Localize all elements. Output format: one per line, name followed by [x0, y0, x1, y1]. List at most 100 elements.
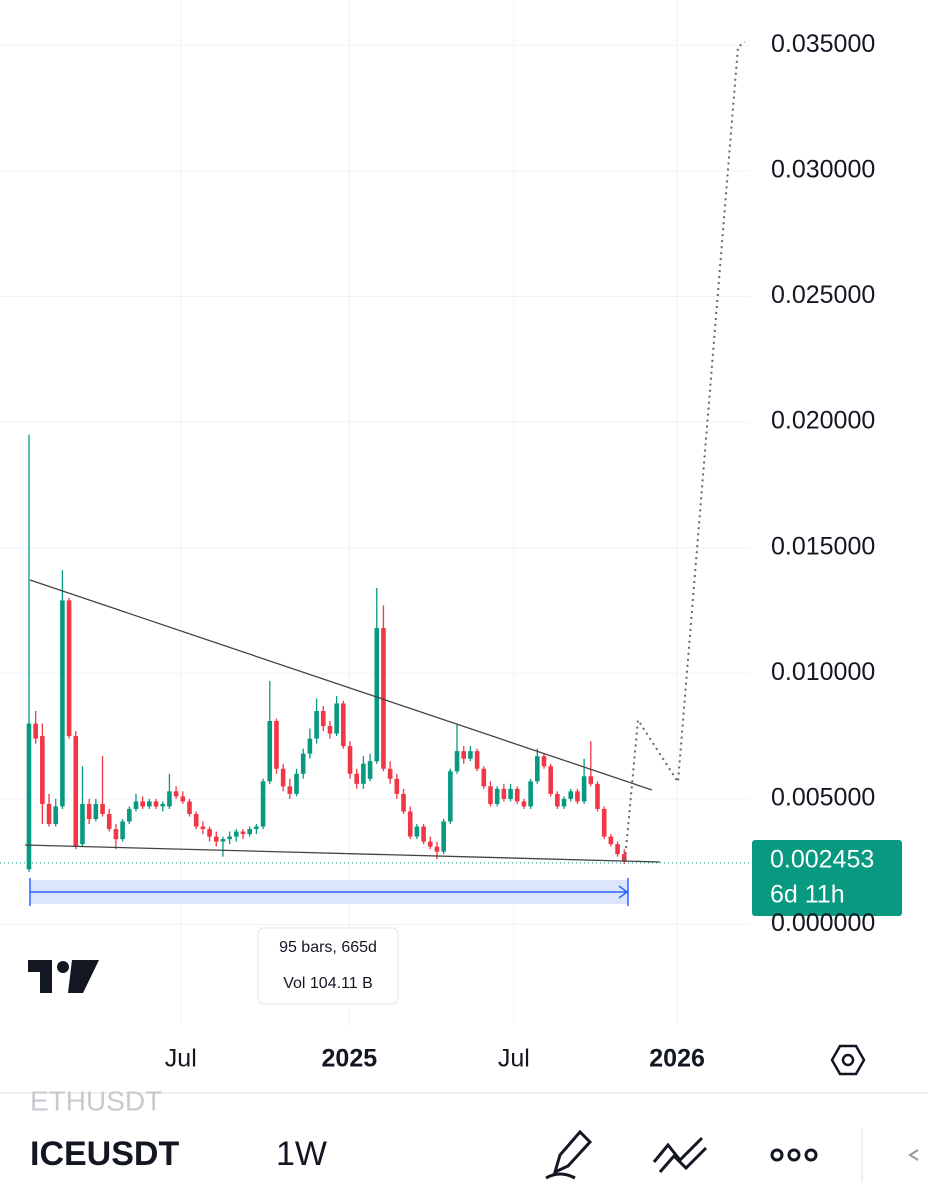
settings-button[interactable]: [830, 1044, 866, 1076]
candle-body: [441, 821, 446, 852]
prev-symbol[interactable]: ETHUSDT: [30, 1085, 162, 1116]
candle-body: [474, 751, 480, 769]
candle-body: [347, 746, 353, 774]
candle-body: [454, 751, 460, 772]
trendline: [24, 844, 661, 863]
candle-body: [575, 791, 580, 802]
candle-body: [193, 813, 199, 827]
candle-body: [394, 778, 400, 794]
candle-body: [140, 801, 145, 807]
candle-body: [568, 791, 574, 799]
candle-body: [561, 798, 567, 807]
candle-body: [407, 811, 413, 837]
candle-body: [514, 788, 520, 802]
candle-body: [528, 781, 533, 807]
candle-body: [247, 829, 252, 835]
candle-body: [40, 736, 45, 804]
candle-body: [227, 836, 232, 840]
candle-body: [260, 781, 266, 827]
candle-body: [53, 806, 59, 825]
candle-body: [93, 803, 99, 819]
indicators-button[interactable]: [652, 1136, 708, 1173]
candle-body: [501, 788, 507, 799]
info-box: [257, 927, 399, 1005]
grid: [0, 0, 750, 1025]
candle-body: [535, 756, 540, 782]
candle-body: [387, 768, 393, 779]
x-tick-label: Jul: [498, 1045, 530, 1073]
candle-body: [481, 768, 487, 787]
candle-body: [601, 808, 607, 837]
y-tick-label: 0.010000: [771, 658, 875, 686]
candle-body: [133, 801, 139, 809]
candle-body: [86, 803, 92, 819]
y-tick-label: 0.025000: [771, 281, 875, 309]
candle-body: [234, 831, 239, 837]
y-tick-label: 0.035000: [771, 30, 875, 58]
candle-body: [320, 710, 326, 727]
candle-body: [73, 736, 79, 847]
candle-body: [180, 796, 186, 802]
candle-body: [461, 751, 467, 759]
bars-label: 95 bars, 665d: [279, 939, 377, 956]
candles: [26, 434, 627, 872]
candle-body: [334, 703, 339, 734]
candle-body: [66, 600, 72, 737]
candle-body: [608, 836, 614, 845]
candle-body: [213, 836, 219, 842]
candle-body: [314, 710, 319, 739]
candle-body: [167, 791, 172, 807]
x-tick-label: Jul: [165, 1045, 197, 1073]
candle-body: [240, 831, 246, 835]
candle-body: [220, 839, 226, 842]
x-tick-label: 2026: [649, 1045, 705, 1073]
candle-body: [267, 721, 273, 782]
candle-body: [354, 773, 360, 784]
last-price: 0.002453: [770, 846, 874, 874]
interval[interactable]: 1W: [276, 1135, 327, 1173]
y-tick-label: 0.000000: [771, 909, 875, 937]
candle-body: [300, 753, 306, 774]
candle-body: [374, 628, 380, 762]
candle-body: [46, 803, 52, 825]
trendline: [29, 579, 653, 791]
candle-body: [207, 829, 212, 837]
candle-body: [367, 761, 373, 779]
candle-body: [581, 776, 587, 802]
volume-label: Vol 104.11 B: [283, 975, 373, 992]
candle-body: [254, 826, 259, 830]
candle-body: [106, 813, 112, 830]
candle-body: [287, 786, 293, 794]
candle-body: [307, 738, 313, 754]
candle-body: [280, 768, 286, 787]
candle-body: [153, 801, 159, 807]
draw-button[interactable]: [545, 1129, 593, 1180]
candle-body: [421, 826, 426, 842]
candle-body: [541, 756, 547, 767]
candle-body: [113, 829, 119, 840]
candle-body: [414, 826, 420, 837]
candle-body: [434, 846, 440, 852]
scroll-button[interactable]: [908, 1149, 919, 1161]
candle-body: [80, 803, 85, 845]
symbol[interactable]: ICEUSDT: [30, 1135, 179, 1173]
candle-body: [294, 773, 299, 794]
y-tick-label: 0.015000: [771, 532, 875, 560]
candle-body: [120, 821, 125, 840]
candle-body: [33, 723, 38, 739]
candle-body: [160, 803, 166, 807]
more-button[interactable]: [770, 1148, 818, 1162]
x-tick-label: 2025: [322, 1045, 378, 1073]
candle-body: [427, 841, 433, 847]
candle-body: [468, 751, 473, 759]
candle-body: [548, 766, 553, 794]
candle-body: [381, 628, 386, 769]
candle-body: [26, 723, 32, 870]
candle-body: [100, 803, 105, 814]
range-arrow: [618, 885, 629, 899]
candle-body: [521, 801, 527, 807]
candle-body: [555, 793, 560, 807]
candle-body: [200, 826, 206, 830]
candle-body: [187, 801, 192, 814]
